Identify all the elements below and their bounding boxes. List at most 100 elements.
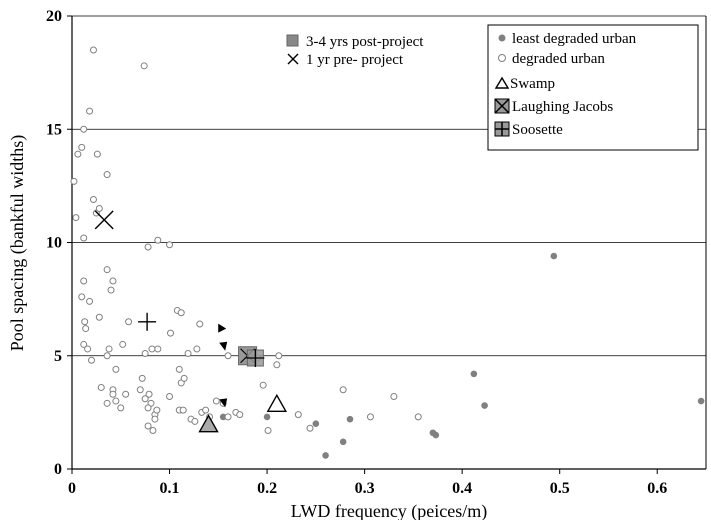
degraded-point	[202, 406, 210, 414]
y-axis-ticks: 0 5 10 15 20	[46, 8, 72, 478]
degraded-point	[119, 340, 127, 348]
x-tick-label: 0.3	[355, 480, 375, 497]
legend-laughing-label: Laughing Jacobs	[512, 99, 613, 115]
degraded-point	[339, 386, 347, 394]
degraded-point	[105, 345, 113, 353]
legend-box	[487, 24, 699, 151]
degraded-point	[306, 424, 314, 432]
pre-project-swatch	[287, 53, 299, 65]
least-degraded-point	[339, 438, 347, 446]
degraded-point	[167, 329, 175, 337]
project-legend: 3-4 yrs post-project 1 yr pre- project	[286, 34, 424, 68]
x-tick-label: 0.4	[452, 480, 472, 497]
least-degraded-point	[263, 413, 271, 421]
legend-least-swatch	[498, 34, 506, 42]
degraded-point	[184, 349, 192, 357]
degraded-point	[86, 297, 94, 305]
legend-laughing-swatch	[494, 98, 510, 114]
degraded-point	[144, 422, 152, 430]
degraded-point	[122, 390, 130, 398]
degraded-point	[109, 390, 117, 398]
degraded-point	[89, 195, 97, 203]
degraded-point	[88, 356, 96, 364]
degraded-point	[125, 318, 133, 326]
degraded-point	[149, 426, 157, 434]
degraded-point	[275, 352, 283, 360]
least-degraded-point	[312, 420, 320, 428]
degraded-point	[212, 397, 220, 405]
degraded-point	[390, 393, 398, 401]
post-project-swatch	[286, 34, 299, 47]
degraded-point	[82, 325, 90, 333]
x-tick-label: 0	[68, 480, 76, 497]
x-tick-label: 0.2	[257, 480, 277, 497]
degraded-point	[80, 340, 88, 348]
degraded-point	[81, 318, 89, 326]
x-tick-label: 0.6	[647, 480, 667, 497]
degraded-point	[136, 386, 144, 394]
degraded-point	[236, 411, 244, 419]
legend: least degraded urban degraded urban Swam…	[487, 24, 699, 151]
degraded-point	[153, 406, 161, 414]
degraded-point	[144, 243, 152, 251]
degraded-point	[193, 345, 201, 353]
degraded-point	[93, 150, 101, 158]
y-tick-label: 0	[54, 461, 62, 478]
degraded-point	[109, 277, 117, 285]
legend-swamp-swatch	[494, 76, 510, 89]
swamp-point	[266, 393, 288, 413]
least-degraded-point	[219, 413, 227, 421]
degraded-point	[140, 62, 148, 70]
data-points	[70, 46, 705, 459]
degraded-point	[103, 352, 111, 360]
degraded-point	[273, 361, 281, 369]
degraded-point	[112, 365, 120, 373]
degraded-point	[74, 150, 82, 158]
annotation-arrowhead	[218, 323, 227, 333]
y-tick-label: 5	[54, 348, 62, 365]
degraded-point	[224, 413, 232, 421]
degraded-point	[97, 383, 105, 391]
legend-degraded-swatch	[498, 54, 506, 62]
post-project-triangle	[198, 414, 219, 433]
degraded-point	[103, 399, 111, 407]
degraded-point	[80, 234, 88, 242]
y-tick-label: 10	[46, 235, 62, 252]
degraded-point	[112, 397, 120, 405]
degraded-point	[180, 374, 188, 382]
post-project-label: 3-4 yrs post-project	[306, 34, 424, 50]
least-degraded-point	[432, 431, 440, 439]
degraded-point	[107, 286, 115, 294]
degraded-point	[166, 241, 174, 249]
y-tick-label: 15	[46, 121, 62, 138]
x-axis-ticks: 0 0.1 0.2 0.3 0.4 0.5 0.6	[68, 469, 667, 497]
degraded-point	[95, 205, 103, 213]
degraded-point	[84, 345, 92, 353]
least-degraded-point	[346, 415, 354, 423]
degraded-point	[103, 171, 111, 179]
least-degraded-point	[322, 452, 329, 459]
legend-degraded-label: degraded urban	[512, 51, 605, 67]
legend-soosette-swatch	[494, 121, 510, 137]
degraded-point	[294, 411, 302, 419]
degraded-point	[175, 365, 183, 373]
degraded-point	[78, 143, 86, 151]
degraded-point	[177, 309, 185, 317]
degraded-point	[224, 352, 232, 360]
degraded-point	[154, 345, 162, 353]
degraded-point	[151, 415, 159, 423]
degraded-point	[138, 374, 146, 382]
least-degraded-point	[481, 402, 488, 409]
degraded-point	[144, 404, 152, 412]
degraded-point	[141, 349, 149, 357]
pre-project-label: 1 yr pre- project	[306, 52, 404, 68]
degraded-point	[89, 46, 97, 54]
degraded-point	[148, 345, 156, 353]
x-tick-label: 0.5	[550, 480, 570, 497]
degraded-point	[366, 413, 374, 421]
least-degraded-point	[550, 252, 558, 260]
degraded-point	[145, 390, 153, 398]
annotation-arrowhead	[219, 398, 228, 408]
degraded-point	[154, 236, 162, 244]
